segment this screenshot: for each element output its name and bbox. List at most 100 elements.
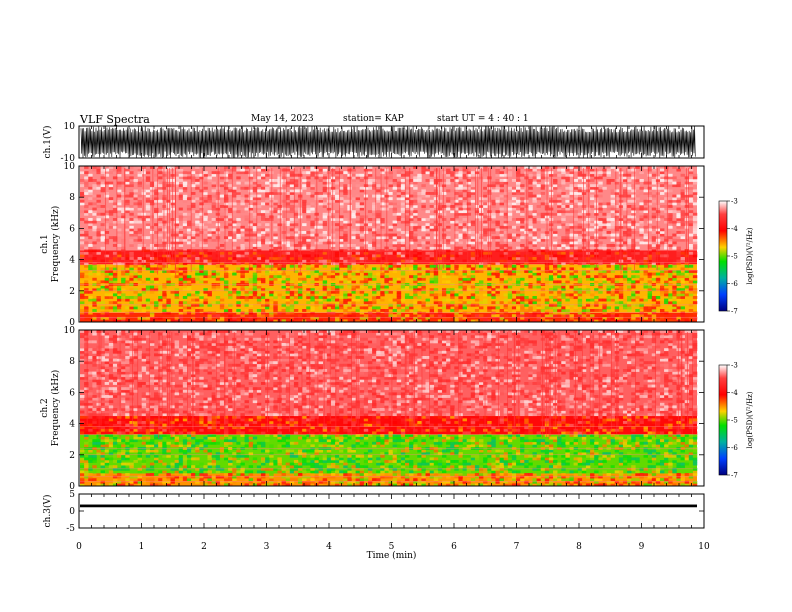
spectrum-cell <box>223 168 229 172</box>
spectrum-cell <box>672 272 677 276</box>
spectrum-cell <box>573 192 579 195</box>
spectrum-cell <box>528 228 533 232</box>
spectrum-cell <box>133 189 138 193</box>
spectrum-cell <box>577 254 583 258</box>
spectrum-cell <box>495 316 500 320</box>
spectrum-cell <box>400 277 406 281</box>
spectrum-cell <box>627 298 632 302</box>
spectrum-cell <box>450 290 455 294</box>
spectrum-cell <box>273 236 278 240</box>
spectrum-cell <box>553 296 558 299</box>
spectrum-cell <box>446 298 451 302</box>
spectrum-cell <box>532 259 537 263</box>
spectrum-cell <box>108 285 114 289</box>
spectrum-cell <box>610 218 616 221</box>
spectrum-cell <box>631 290 636 294</box>
spectrum-cell <box>631 275 636 279</box>
spectrum-cell <box>240 259 245 263</box>
spectrum-cell <box>84 249 89 253</box>
spectrum-cell <box>199 207 204 211</box>
spectrum-cell <box>499 251 504 255</box>
spectrum-cell <box>569 197 574 201</box>
spectrum-cell <box>84 290 89 294</box>
spectrum-cell <box>289 290 295 294</box>
spectrum-cell <box>528 233 533 237</box>
spectrum-cell <box>203 275 208 279</box>
spectrum-cell <box>680 306 685 310</box>
spectrum-cell <box>277 228 282 232</box>
spectrum-cell <box>252 197 258 201</box>
spectrum-cell <box>199 264 204 268</box>
spectrum-cell <box>651 298 657 302</box>
spectrum-cell <box>610 296 616 299</box>
spectrum-cell <box>553 210 558 214</box>
spectrum-cell <box>659 215 665 219</box>
spectrum-cell <box>413 205 418 208</box>
spectrum-cell <box>487 290 492 294</box>
spectrum-cell <box>376 306 381 310</box>
spectrum-cell <box>269 293 274 297</box>
spectrum-cell <box>310 306 315 310</box>
spectrum-cell <box>396 238 402 242</box>
spectrum-cell <box>92 194 97 198</box>
spectrum-cell <box>191 199 196 203</box>
spectrum-cell <box>483 202 488 206</box>
spectrum-cell <box>244 264 249 268</box>
spectrum-cell <box>117 228 122 232</box>
spectrum-cell <box>659 168 665 172</box>
spectrum-cell <box>483 233 488 237</box>
spectrum-cell <box>240 275 245 279</box>
spectrum-cell <box>285 280 291 284</box>
spectrum-cell <box>639 264 644 268</box>
spectrum-cell <box>285 309 291 312</box>
spectrum-cell <box>335 259 340 263</box>
spectrum-cell <box>330 199 336 203</box>
spectrum-cell <box>281 275 286 279</box>
spectrum-cell <box>692 179 698 182</box>
spectrum-cell <box>466 228 472 232</box>
spectrum-cell <box>112 176 118 180</box>
spectrum-cell <box>622 306 628 310</box>
spectrum-cell <box>413 233 418 237</box>
spectrum-cell <box>680 210 685 214</box>
spectrum-cell <box>302 277 307 281</box>
spectrum-cell <box>400 192 406 195</box>
spectrum-cell <box>343 275 348 279</box>
spectrum-cell <box>343 272 348 276</box>
spectrum-cell <box>129 277 134 281</box>
spectrum-cell <box>372 231 377 234</box>
spectrum-cell <box>565 228 570 232</box>
spectrum-cell <box>429 244 435 247</box>
spectrum-cell <box>232 210 237 214</box>
spectrum-cell <box>614 298 620 302</box>
spectrum-cell <box>92 220 97 224</box>
spectrum-cell <box>367 181 373 185</box>
spectrum-cell <box>211 262 217 266</box>
spectrum-cell <box>145 246 151 250</box>
spectrum-cell <box>516 181 521 185</box>
spectrum-cell <box>108 301 114 305</box>
spectrum-cell <box>458 314 463 318</box>
spectrum-cell <box>676 270 681 273</box>
spectrum-cell <box>121 197 126 201</box>
spectrum-cell <box>421 171 426 175</box>
spectrum-cell <box>532 267 537 271</box>
spectrum-cell <box>252 225 258 229</box>
spectrum-cell <box>565 277 570 281</box>
spectrum-cell <box>162 296 167 299</box>
spectrum-cell <box>664 311 669 315</box>
spectrum-cell <box>536 173 541 177</box>
spectrum-cell <box>96 288 101 292</box>
spectrum-cell <box>80 241 85 245</box>
spectrum-cell <box>244 296 249 299</box>
spectrum-cell <box>248 290 254 294</box>
spectrum-cell <box>491 293 496 297</box>
spectrum-cell <box>178 184 184 188</box>
spectrum-cell <box>676 199 681 203</box>
spectrum-cell <box>88 223 93 227</box>
spectrum-cell <box>343 225 348 229</box>
spectrum-cell <box>158 228 163 232</box>
spectrum-cell <box>182 189 188 193</box>
spectrum-cell <box>462 210 467 214</box>
spectrum-cell <box>536 212 541 216</box>
